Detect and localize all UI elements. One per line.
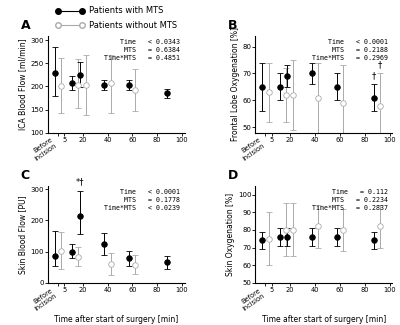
Y-axis label: Frontal Lobe Oxygenation [%]: Frontal Lobe Oxygenation [%] — [230, 27, 240, 141]
X-axis label: Time after start of surgery [min]: Time after start of surgery [min] — [54, 315, 178, 324]
X-axis label: Time after start of surgery [min]: Time after start of surgery [min] — [262, 315, 386, 324]
Text: C: C — [21, 169, 30, 182]
Text: Time   < 0.0001
MTS   = 0.1778
Time*MTS   < 0.0239: Time < 0.0001 MTS = 0.1778 Time*MTS < 0.… — [104, 189, 180, 211]
Text: †: † — [378, 60, 382, 70]
Text: *†: *† — [75, 178, 84, 187]
Y-axis label: Skin Blood Flow [PU]: Skin Blood Flow [PU] — [18, 195, 28, 274]
Text: †: † — [372, 71, 376, 80]
Text: A: A — [21, 19, 30, 32]
Y-axis label: Skin Oxygenation [%]: Skin Oxygenation [%] — [226, 193, 235, 276]
Text: D: D — [228, 169, 238, 182]
Y-axis label: ICA Blood Flow [ml/min]: ICA Blood Flow [ml/min] — [18, 38, 28, 130]
Text: Time   = 0.112
MTS   = 0.2234
Time*MTS   = 0.2837: Time = 0.112 MTS = 0.2234 Time*MTS = 0.2… — [312, 189, 388, 211]
Text: Time   < 0.0343
MTS   = 0.6384
Time*MTS   = 0.4851: Time < 0.0343 MTS = 0.6384 Time*MTS = 0.… — [104, 39, 180, 61]
Text: Patients with MTS: Patients with MTS — [89, 6, 164, 15]
Text: Patients without MTS: Patients without MTS — [89, 21, 178, 30]
Text: B: B — [228, 19, 238, 32]
Text: Time   < 0.0001
MTS   = 0.2188
Time*MTS   = 0.2969: Time < 0.0001 MTS = 0.2188 Time*MTS = 0.… — [312, 39, 388, 61]
